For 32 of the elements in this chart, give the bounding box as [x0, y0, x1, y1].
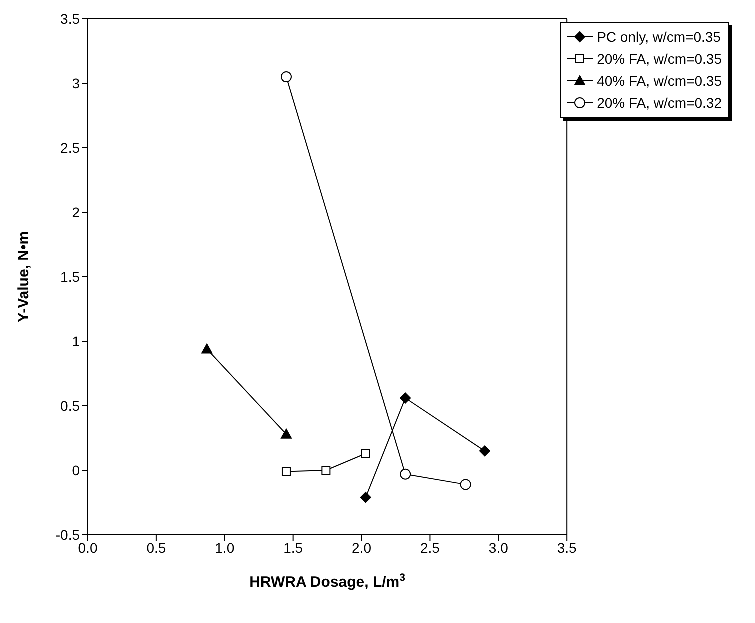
x-axis-title: HRWRA Dosage, L/m$^{3}$	[250, 572, 406, 591]
point	[400, 392, 412, 404]
y-tick-label: 1	[72, 333, 80, 350]
point	[400, 468, 412, 480]
x-tick-label: 1.5	[284, 540, 304, 556]
y-tick-label: 0.5	[60, 398, 80, 414]
point	[360, 492, 372, 504]
x-tick-label: 3.0	[488, 540, 509, 556]
y-tick-label: -0.5	[56, 526, 80, 543]
y-tick-label: 2	[72, 204, 80, 220]
point	[322, 466, 331, 475]
y-axis-title: Y-Value, N•m	[15, 231, 32, 323]
y-tick-label: 2.5	[60, 140, 80, 156]
legend-label: 20% FA, w/cm=0.35	[597, 51, 722, 67]
point	[479, 446, 490, 457]
legend-label: 40% FA, w/cm=0.35	[597, 73, 722, 89]
x-tick-label: 0.5	[146, 540, 166, 556]
y-tick-label: 3	[72, 75, 80, 92]
y-tick-label: 1.5	[60, 268, 80, 285]
point	[361, 449, 370, 458]
point	[280, 72, 292, 83]
legend-label: 20% FA, w/cm=0.32	[597, 95, 722, 111]
x-tick-label: 1.0	[215, 540, 235, 556]
legend-label: PC only, w/cm=0.35	[597, 29, 721, 45]
point	[460, 479, 472, 490]
y-tick-label: 0	[72, 462, 80, 478]
x-tick-label: 2.5	[420, 540, 440, 556]
x-tick-label: 0.0	[78, 540, 98, 556]
point	[282, 467, 291, 476]
x-tick-label: 3.5	[557, 540, 578, 556]
y-tick-label: 3.5	[60, 10, 80, 27]
x-tick-label: 2.0	[352, 540, 372, 556]
